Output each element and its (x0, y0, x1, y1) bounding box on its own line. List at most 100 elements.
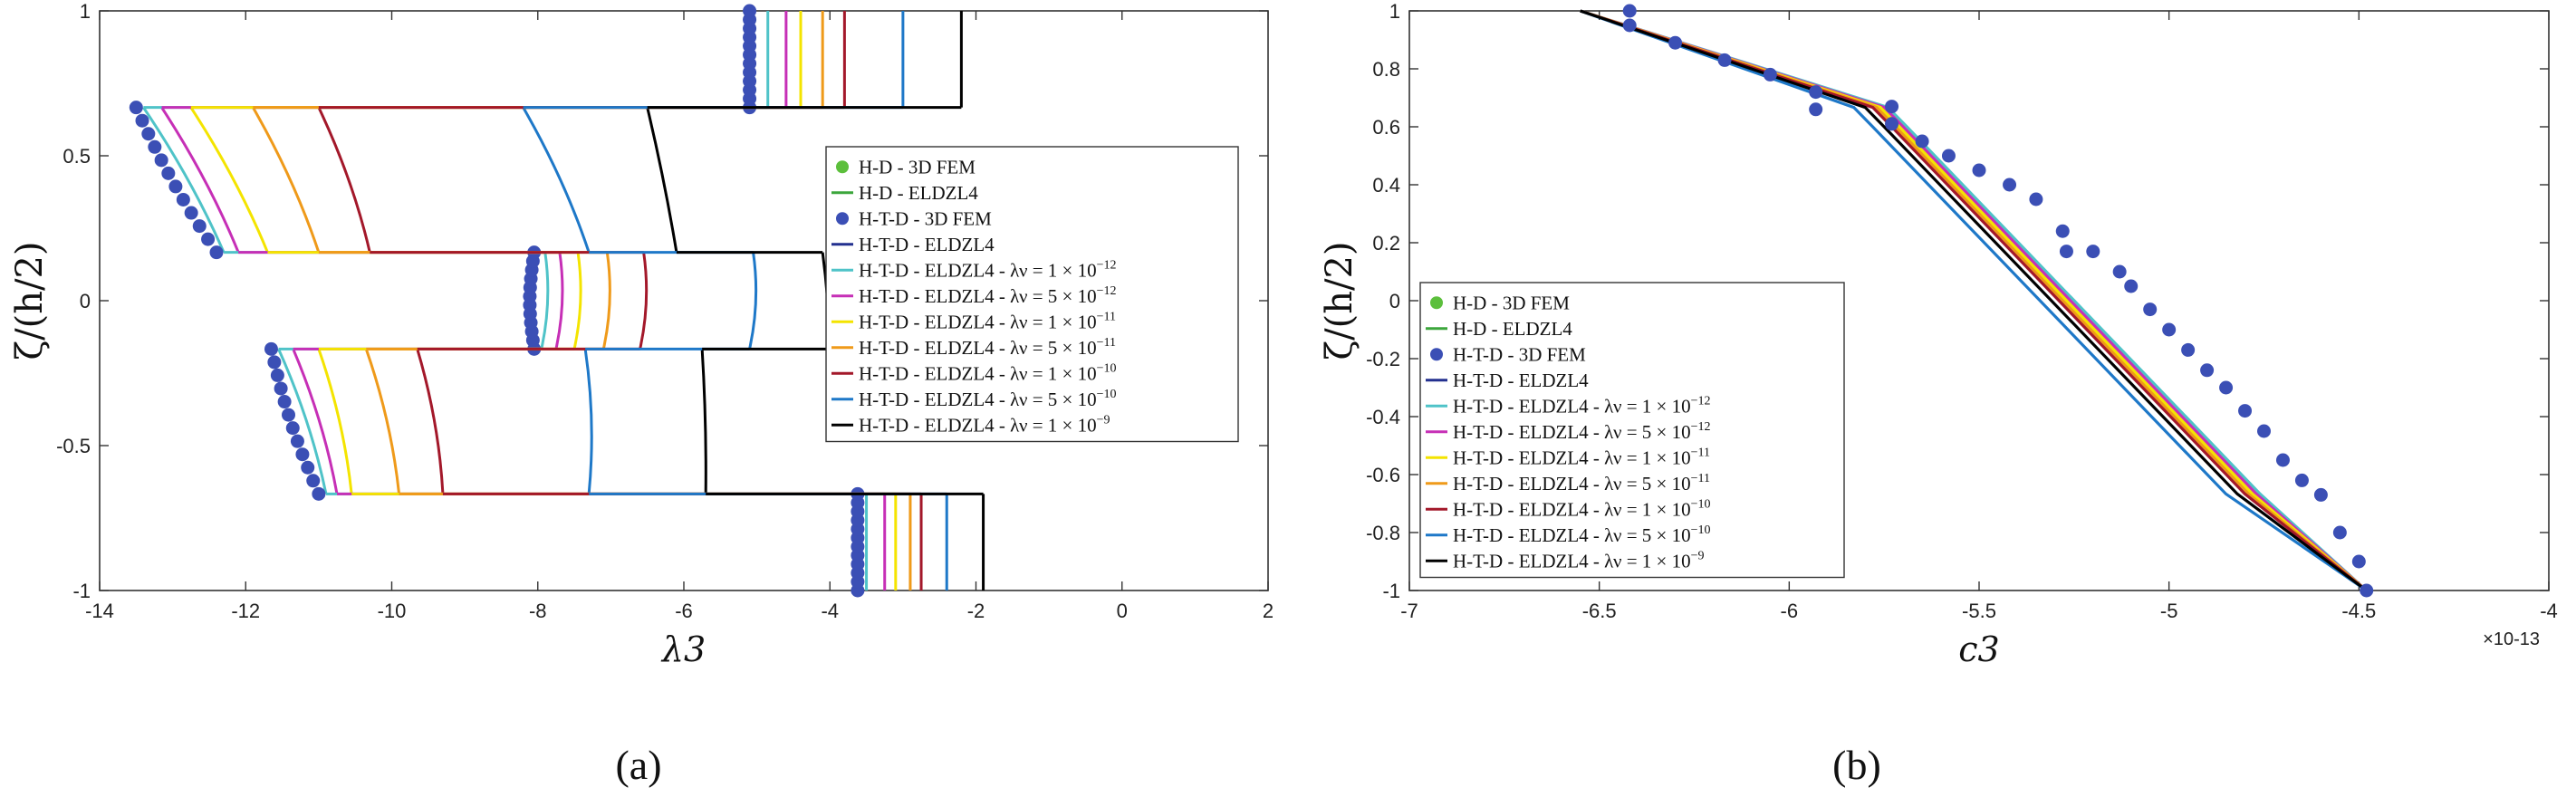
fem-point (2124, 279, 2139, 293)
fem-point (2029, 192, 2043, 206)
series-line (748, 252, 758, 350)
x-tick-label: -8 (529, 600, 547, 622)
x-tick-label: -7 (1400, 600, 1418, 622)
legend-label: H-T-D - ELDZL4 - λν = 5 × 10−11 (859, 336, 1116, 359)
fem-point (1763, 67, 1777, 82)
legend-label-text: H-T-D - ELDZL4 - λν = 1 × 10 (859, 414, 1097, 436)
x-tick-label: -6.5 (1582, 600, 1617, 622)
y-tick-label: -0.2 (1366, 348, 1400, 370)
x-tick-label: -4 (821, 600, 839, 622)
legend-label-text: H-T-D - ELDZL4 - λν = 1 × 10 (859, 362, 1097, 384)
legend-label: H-T-D - ELDZL4 - λν = 1 × 10−10 (859, 361, 1117, 384)
legend-label: H-D - 3D FEM (859, 156, 976, 178)
series-line (160, 106, 240, 254)
fem-point (277, 395, 292, 409)
y-tick-label: -0.8 (1366, 522, 1400, 544)
series-line (317, 107, 371, 253)
fem-point (2143, 302, 2158, 317)
panel-label-a: (a) (615, 742, 661, 788)
fem-point (1885, 117, 1899, 131)
fem-point (2162, 322, 2177, 337)
x-tick-label: -10 (378, 600, 407, 622)
legend-label-text: H-D - 3D FEM (859, 156, 976, 178)
series-line (639, 252, 649, 350)
series-line (277, 348, 328, 495)
legend-label-sup: −12 (1097, 284, 1117, 298)
legend-label: H-T-D - 3D FEM (859, 207, 992, 229)
y-tick-label: -0.4 (1366, 406, 1400, 428)
legend-label-sup: −11 (1097, 336, 1116, 350)
legend-marker-dot (1430, 348, 1443, 361)
series-line (416, 348, 445, 495)
fem-point (2238, 404, 2253, 418)
chart-panel-a: -14 -12 -10 -8 -6 -4 -2 0 2 -1 -0.5 0 0.5 1 H-D - 3D F… (9, 0, 1274, 669)
fem-point (2200, 363, 2215, 378)
series-line (364, 348, 401, 495)
legend-label: H-T-D - ELDZL4 - λν = 5 × 10−10 (1453, 523, 1711, 546)
fem-point (2112, 264, 2127, 279)
y-tick-label: 0.2 (1372, 232, 1400, 254)
x-tick-label: -14 (85, 600, 114, 622)
fem-point (264, 341, 278, 356)
x-tick-label: -6 (675, 600, 693, 622)
fem-point (168, 179, 183, 194)
legend-label: H-T-D - ELDZL4 - λν = 5 × 10−12 (859, 284, 1117, 307)
legend-label-sup: −10 (1097, 388, 1117, 401)
fem-point (2086, 245, 2100, 259)
legend-label-text: H-T-D - ELDZL4 (1453, 370, 1589, 391)
legend-label: H-T-D - ELDZL4 (859, 234, 995, 255)
fem-point (184, 206, 198, 220)
x-tick-label: -12 (231, 600, 260, 622)
legend-label: H-D - 3D FEM (1453, 292, 1570, 313)
series-line (700, 349, 707, 495)
fem-point (2219, 380, 2234, 395)
legend-label-text: H-T-D - ELDZL4 - λν = 1 × 10 (1453, 395, 1691, 417)
y-tick-label: -1 (72, 580, 91, 602)
fem-point (274, 381, 288, 396)
x-multiplier: ×10-13 (2483, 629, 2540, 649)
legend-label-sup: −10 (1097, 361, 1117, 375)
legend-label: H-D - ELDZL4 (1453, 318, 1572, 340)
fem-point (141, 127, 156, 141)
y-tick-label: 0 (1389, 290, 1400, 312)
fem-point (1622, 18, 1637, 33)
fem-point (1915, 134, 1929, 149)
fem-point (154, 153, 168, 168)
fem-point (312, 486, 326, 501)
fem-point (306, 474, 321, 488)
x-tick-label: -6 (1781, 600, 1799, 622)
legend-marker-dot (1430, 296, 1443, 310)
y-tick-label: -0.5 (56, 435, 91, 457)
fem-point (2257, 424, 2271, 438)
fem-point (301, 460, 315, 475)
fem-point (2332, 525, 2347, 540)
legend-label: H-D - ELDZL4 (859, 182, 978, 204)
legend-label-sup: −9 (1691, 549, 1705, 562)
legend-label: H-T-D - ELDZL4 - λν = 1 × 10−11 (1453, 446, 1710, 468)
legend-label-sup: −11 (1691, 446, 1710, 459)
series-line (540, 252, 550, 350)
legend-label-text: H-T-D - ELDZL4 - λν = 5 × 10 (1453, 421, 1691, 443)
x-tick-label: -4 (2540, 600, 2558, 622)
fem-point (161, 166, 176, 180)
legend-marker-dot (836, 212, 849, 226)
legend-label: H-T-D - ELDZL4 - λν = 1 × 10−11 (859, 310, 1116, 332)
x-axis-label: c3 (1958, 629, 1999, 669)
legend-label-sup: −12 (1691, 420, 1711, 434)
x-tick-label: -4.5 (2341, 600, 2376, 622)
legend-label-text: H-T-D - ELDZL4 - λν = 1 × 10 (859, 311, 1097, 332)
fem-point (270, 368, 284, 382)
y-axis-label: ζ/(h/2) (1319, 241, 1360, 360)
series-line (142, 106, 226, 254)
fem-point (1809, 85, 1823, 100)
legend-marker-dot (836, 160, 849, 174)
fem-point (282, 408, 296, 422)
y-tick-label: -0.6 (1366, 464, 1400, 486)
fem-point (2055, 224, 2070, 238)
fem-point (2003, 178, 2017, 192)
fem-point (1717, 53, 1732, 67)
series-line (522, 106, 591, 254)
legend-label-text: H-T-D - ELDZL4 (859, 234, 995, 255)
x-tick-label: 2 (1263, 600, 1274, 622)
